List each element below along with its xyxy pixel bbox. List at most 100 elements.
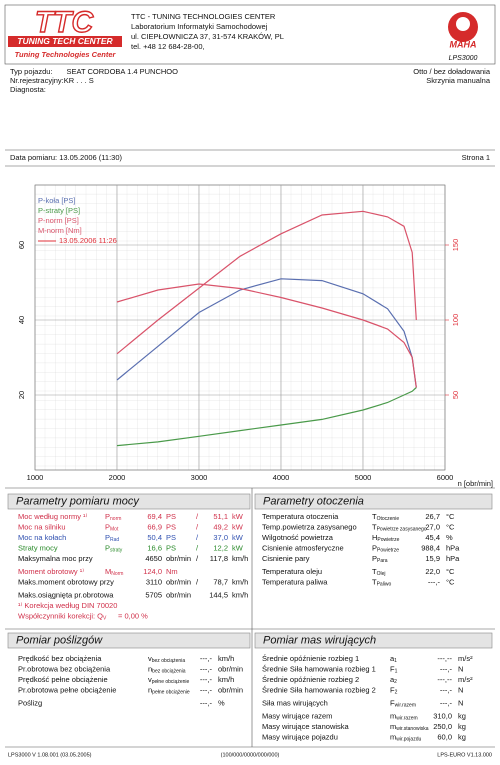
value: 15,9 [425,554,440,563]
value: 124,0 [143,567,162,576]
unit: obr/min [218,664,243,673]
unit: kg [458,711,466,720]
x-tick-label: 5000 [355,473,372,482]
unit: obr/min [166,590,191,599]
symbol-sub: Norm [111,571,123,577]
vehicle-value: SEAT CORDOBA 1.4 PUNCHOO [67,67,179,76]
section-title: Pomiar mas wirujących [263,634,376,646]
label-text: Pr.obrotowa bez obciążenia [18,664,111,673]
address: ul. CIEPŁOWNICZA 37, 31-574 KRAKÓW, PL [131,32,284,41]
unit: kg [458,732,466,741]
label-text: Masy wirujące razem [262,711,332,720]
unit: km/h [232,590,248,599]
symbol: HPowietrze [372,533,400,543]
plot-area [34,184,446,471]
logo-caption: Tuning Technologies Center [15,50,117,59]
value: ---,- [200,654,213,663]
symbol-main: F [390,698,395,707]
series-line [116,387,417,447]
footer-text: (100/000/0000/000/000) [221,752,280,758]
row-label: Współczynniki korekcji: QV [18,611,107,621]
symbol: mwir.razem [390,711,418,721]
label-text: Moc na silniku [18,522,66,531]
separator: / [196,554,199,563]
value: ---,-- [437,675,452,684]
label-text: Średnie opóźnienie rozbieg 2 [262,675,359,684]
legend-entry: P-norm [PS] [38,216,79,225]
label-text: Siła mas wirujących [262,698,328,707]
unit: km/h [218,654,234,663]
symbol-main: M [105,567,111,576]
symbol: npełne obciążenie [148,685,190,695]
value: ---,-- [437,654,452,663]
label-text: Średnie Siła hamowania rozbieg 2 [262,685,376,694]
label-text: Temp.powietrza zasysanego [262,522,357,531]
row-label: Temperatura paliwa [262,577,328,586]
row-label: Cisnienie pary [262,554,310,563]
symbol-main: n [148,685,152,694]
value: 16,6 [147,543,162,552]
symbol: MNorm [105,567,123,577]
y-tick-label: 40 [17,316,26,324]
unit: °C [446,577,455,586]
symbol-sub: wir.razem [395,703,416,709]
unit: % [446,533,453,542]
label-sub: V [103,616,107,622]
symbol-main: T [372,522,377,531]
symbol: F2 [390,685,398,695]
separator: / [196,512,199,521]
unit: °C [446,522,455,531]
symbol: TOlej [372,567,386,577]
symbol-main: H [372,533,377,542]
symbol: PMot [105,522,119,532]
symbol-sub: 1 [394,658,397,664]
symbol: PRad [105,533,119,543]
footer-text: LPS3000 V 1.08.001 (03.05.2005) [8,752,92,758]
value: 60,0 [437,732,452,741]
row-label: Moc na silniku [18,522,66,531]
value: 5705 [145,590,162,599]
symbol-sub: Mot [110,527,119,533]
unit: PS [166,533,176,542]
row-label: Temperatura oleju [262,567,322,576]
row-label: Maks.moment obrotowy przy [18,577,114,586]
vehicle-label: Typ pojazdu: [10,67,53,76]
unit: PS [166,512,176,521]
value: 66,9 [147,522,162,531]
label-text: Moment obrotowy ¹⁾ [18,567,84,576]
logo-left: TTC [35,6,95,39]
symbol-sub: wir.stanowiska [396,726,428,732]
section-title: Pomiar poślizgów [16,634,103,646]
section-title: Parametry otoczenia [263,495,364,507]
x-tick-label: 2000 [109,473,126,482]
value: 250,0 [433,722,452,731]
unit: kg [458,722,466,731]
y-tick-label: 20 [17,391,26,399]
symbol-sub: bez obciążenia [152,658,186,664]
row-label: Siła mas wirujących [262,698,328,707]
symbol-sub: Powietrze [377,548,399,554]
symbol-sub: Para [377,558,388,564]
unit: m/s² [458,654,473,663]
value: = 0,00 % [118,611,148,620]
row-label: Moc według normy ¹⁾ [18,512,88,521]
symbol-sub: straty [110,548,123,554]
y-tick-label: 60 [17,241,26,249]
value: ---,- [428,577,441,586]
vehicle-row: Typ pojazdu: SEAT CORDOBA 1.4 PUNCHOO [10,67,178,76]
unit: m/s² [458,675,473,684]
symbol-main: v [148,654,152,663]
symbol-main: P [105,533,110,542]
label-text: Straty mocy [18,543,58,552]
row-label: Moment obrotowy ¹⁾ [18,567,84,576]
unit: kW [232,533,244,542]
unit: hPa [446,554,460,563]
symbol-main: m [390,722,396,731]
value: 51,1 [213,512,228,521]
section-title: Parametry pomiaru mocy [16,495,140,507]
row-label: Maks.osiągnięta pr.obrotowa [18,590,114,599]
value: 22,0 [425,567,440,576]
value: 144,5 [209,590,228,599]
symbol-main: P [105,522,110,531]
label-text: Prędkość pełne obciążenie [18,675,108,684]
